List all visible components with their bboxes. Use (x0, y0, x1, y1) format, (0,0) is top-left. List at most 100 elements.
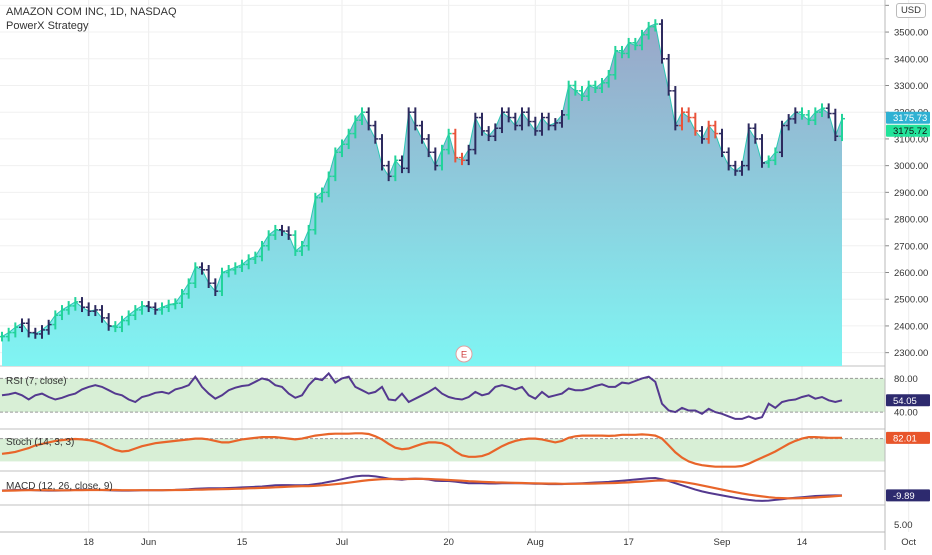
badge-bg (886, 394, 930, 407)
price-bar (459, 152, 465, 166)
time-tick-label: Aug (527, 537, 544, 548)
price-bar (512, 112, 519, 131)
price-bar (379, 134, 385, 171)
price-bar (565, 80, 572, 120)
price-bar (165, 299, 172, 313)
price-bar (559, 110, 565, 128)
price-bar (319, 187, 325, 203)
badge-value: 82.01 (893, 433, 917, 444)
earnings-event-icon: E (455, 345, 473, 363)
rsi-label: RSI (7, close) (6, 376, 67, 387)
price-bar (519, 107, 525, 131)
price-bar (125, 310, 132, 326)
price-bar (332, 147, 339, 182)
price-bar (99, 305, 105, 323)
macd-pane: MACD (12, 26, close, 9) (1, 474, 843, 502)
price-axis[interactable]: 2300.00 2400.00 2500.00 2600.00 2700.00 2800.… (884, 0, 928, 550)
currency-badge[interactable]: USD (895, 3, 926, 18)
price-bar (285, 226, 292, 240)
price-bar (225, 265, 232, 278)
price-bar (92, 305, 99, 317)
price-bar (465, 144, 472, 166)
price-bar (725, 147, 732, 171)
price-tick-label: 3100.00 (894, 134, 928, 145)
price-bar (452, 128, 459, 163)
price-bar (825, 103, 832, 119)
price-bar (785, 114, 792, 131)
price-bar (612, 45, 619, 80)
price-bar (72, 297, 79, 311)
time-tick-label: Sep (714, 537, 731, 548)
price-bar (499, 107, 505, 134)
price-bar (399, 155, 405, 174)
badge-bg (886, 431, 930, 444)
price-bar (525, 107, 532, 127)
macd-label: MACD (12, 26, close, 9) (6, 481, 113, 492)
strategy-price-badge: 3175.72 (886, 124, 930, 137)
time-tick-label: 17 (623, 537, 634, 548)
price-bar (432, 147, 439, 171)
price-bar (712, 120, 719, 139)
price-bar (592, 80, 599, 93)
badge-bg (886, 111, 930, 124)
strategy-label[interactable]: PowerX Strategy (6, 20, 89, 32)
price-bar (245, 254, 252, 270)
price-bar (359, 107, 365, 126)
value-badges: 3175.73 3175.72 54.05 82.01 -9.89 (886, 111, 930, 502)
price-bar (839, 113, 845, 142)
price-bar (492, 123, 499, 142)
badge-value: 3175.72 (893, 126, 927, 137)
badge-value: 54.05 (893, 396, 917, 407)
price-tick-label: 2800.00 (894, 215, 928, 226)
price-bar (279, 224, 285, 236)
price-bar (572, 80, 579, 96)
price-bar (425, 134, 432, 158)
price-bar (0, 331, 5, 342)
price-bar (659, 19, 665, 64)
price-bar (12, 322, 19, 338)
price-bar (732, 160, 739, 176)
price-area (2, 24, 842, 366)
price-bar (172, 298, 179, 310)
price-tick-label: 3300.00 (894, 81, 928, 92)
price-tick-label: 3400.00 (894, 54, 928, 65)
price-tick-label: 2500.00 (894, 295, 928, 306)
price-bar (792, 107, 799, 124)
price-bar (779, 120, 785, 158)
event-circle (455, 345, 473, 363)
badge-value: 3175.73 (893, 113, 927, 124)
time-tick-label: 20 (443, 537, 454, 548)
badge-bg (886, 124, 930, 137)
price-bar (739, 160, 745, 176)
price-bar (645, 21, 652, 40)
price-bar (819, 103, 825, 118)
time-axis[interactable]: 18 Jun 15 Jul 20 Aug 17 Sep 14 Oct (0, 531, 916, 548)
price-bar (305, 224, 312, 251)
time-tick-label: 14 (797, 537, 808, 548)
price-bar (299, 240, 305, 256)
symbol-title[interactable]: AMAZON COM INC, 1D, NASDAQ (6, 6, 177, 18)
price-tick-label: 2400.00 (894, 321, 928, 332)
price-tick-label: 3500.00 (894, 28, 928, 39)
stoch-band (0, 438, 885, 462)
price-bar (265, 230, 272, 251)
price-bar (652, 19, 659, 32)
price-bar (692, 112, 699, 136)
rsi-line (1, 371, 843, 420)
price-bar (619, 45, 625, 59)
price-bar (685, 107, 692, 123)
price-bar (772, 147, 779, 166)
price-bar (52, 310, 59, 330)
badge-bg (886, 489, 930, 502)
stoch-pane: Stoch (14, 3, 3) (0, 432, 885, 468)
price-bar (5, 327, 12, 342)
price-bar (805, 110, 812, 126)
price-bar (25, 318, 32, 338)
time-tick-label: Oct (901, 537, 916, 548)
price-bar (59, 305, 65, 321)
badge-value: -9.89 (893, 491, 915, 502)
price-bar (352, 115, 359, 139)
rsi-value-badge: 54.05 (886, 394, 930, 407)
rsi-band (0, 378, 885, 413)
